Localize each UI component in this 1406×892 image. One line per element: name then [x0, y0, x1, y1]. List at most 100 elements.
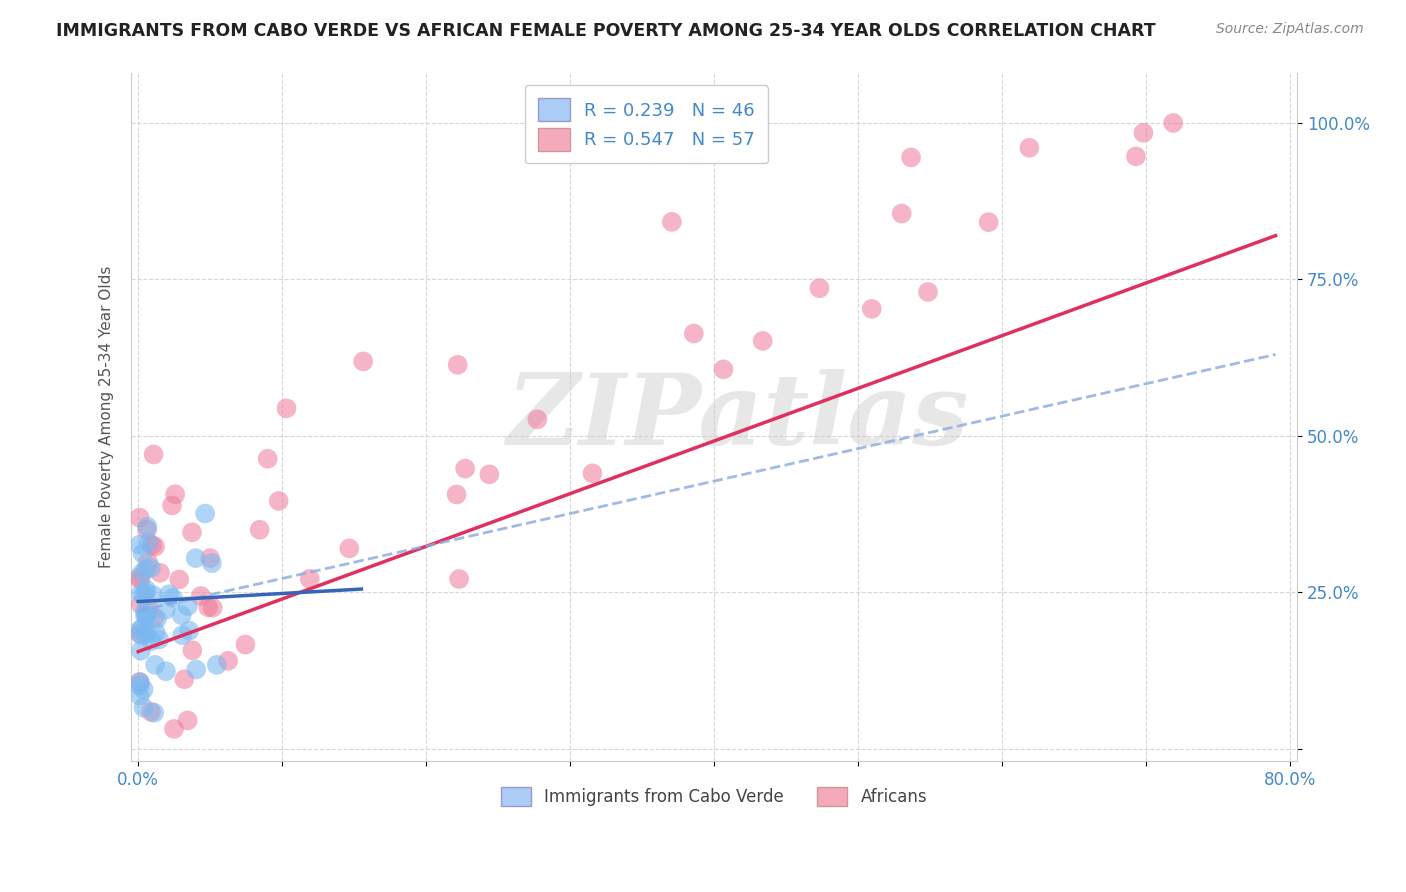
Point	[217, 654, 239, 668]
Point	[134, 627, 156, 641]
Point	[1161, 116, 1184, 130]
Point	[337, 541, 360, 556]
Point	[181, 643, 204, 657]
Point	[249, 523, 271, 537]
Point	[128, 623, 150, 637]
Point	[176, 714, 198, 728]
Point	[146, 612, 169, 626]
Point	[148, 632, 170, 647]
Point	[138, 601, 160, 615]
Point	[1125, 149, 1147, 163]
Point	[352, 354, 374, 368]
Point	[143, 657, 166, 672]
Point	[135, 585, 157, 599]
Point	[134, 604, 156, 618]
Point	[128, 570, 150, 584]
Point	[145, 625, 167, 640]
Point	[135, 562, 157, 576]
Point	[138, 535, 160, 549]
Point	[155, 664, 177, 678]
Point	[134, 608, 156, 623]
Point	[661, 215, 683, 229]
Point	[449, 572, 471, 586]
Point	[132, 588, 155, 602]
Point	[162, 591, 184, 605]
Point	[1018, 141, 1040, 155]
Point	[478, 467, 501, 482]
Point	[167, 573, 190, 587]
Point	[173, 672, 195, 686]
Point	[131, 621, 153, 635]
Point	[751, 334, 773, 348]
Point	[128, 689, 150, 703]
Point	[205, 657, 228, 672]
Point	[197, 600, 219, 615]
Point	[136, 519, 159, 533]
Point	[186, 663, 208, 677]
Point	[129, 598, 152, 612]
Text: IMMIGRANTS FROM CABO VERDE VS AFRICAN FEMALE POVERTY AMONG 25-34 YEAR OLDS CORRE: IMMIGRANTS FROM CABO VERDE VS AFRICAN FE…	[56, 22, 1156, 40]
Point	[132, 700, 155, 714]
Point	[128, 626, 150, 640]
Point	[139, 705, 162, 719]
Point	[581, 467, 603, 481]
Point	[129, 587, 152, 601]
Point	[276, 401, 298, 416]
Point	[135, 626, 157, 640]
Point	[1132, 126, 1154, 140]
Point	[131, 546, 153, 560]
Point	[256, 451, 278, 466]
Text: ZIPatlas: ZIPatlas	[506, 368, 969, 466]
Point	[172, 628, 194, 642]
Point	[267, 494, 290, 508]
Point	[142, 447, 165, 461]
Point	[155, 602, 177, 616]
Point	[128, 510, 150, 524]
Point	[808, 281, 831, 295]
Point	[141, 538, 163, 552]
Point	[136, 523, 159, 537]
Point	[135, 582, 157, 597]
Point	[170, 608, 193, 623]
Y-axis label: Female Poverty Among 25-34 Year Olds: Female Poverty Among 25-34 Year Olds	[100, 266, 114, 568]
Point	[128, 679, 150, 693]
Point	[128, 675, 150, 690]
Point	[149, 566, 172, 580]
Point	[129, 573, 152, 587]
Point	[526, 412, 548, 426]
Point	[200, 551, 222, 566]
Point	[682, 326, 704, 341]
Point	[142, 588, 165, 602]
Point	[128, 538, 150, 552]
Point	[454, 461, 477, 475]
Point	[181, 525, 204, 540]
Point	[136, 608, 159, 623]
Text: Source: ZipAtlas.com: Source: ZipAtlas.com	[1216, 22, 1364, 37]
Point	[165, 487, 187, 501]
Point	[713, 362, 735, 376]
Point	[129, 644, 152, 658]
Point	[143, 610, 166, 624]
Point	[136, 555, 159, 569]
Point	[143, 540, 166, 554]
Point	[163, 722, 186, 736]
Point	[143, 706, 166, 720]
Point	[298, 572, 321, 586]
Point	[190, 589, 212, 603]
Point	[179, 624, 201, 638]
Point	[128, 675, 150, 690]
Point	[890, 206, 912, 220]
Point	[917, 285, 939, 299]
Point	[860, 301, 883, 316]
Legend: Immigrants from Cabo Verde, Africans: Immigrants from Cabo Verde, Africans	[492, 779, 935, 814]
Point	[135, 609, 157, 624]
Point	[447, 358, 470, 372]
Point	[177, 599, 200, 614]
Point	[131, 566, 153, 581]
Point	[235, 638, 257, 652]
Point	[977, 215, 1000, 229]
Point	[446, 487, 468, 501]
Point	[201, 600, 224, 615]
Point	[900, 150, 922, 164]
Point	[194, 507, 217, 521]
